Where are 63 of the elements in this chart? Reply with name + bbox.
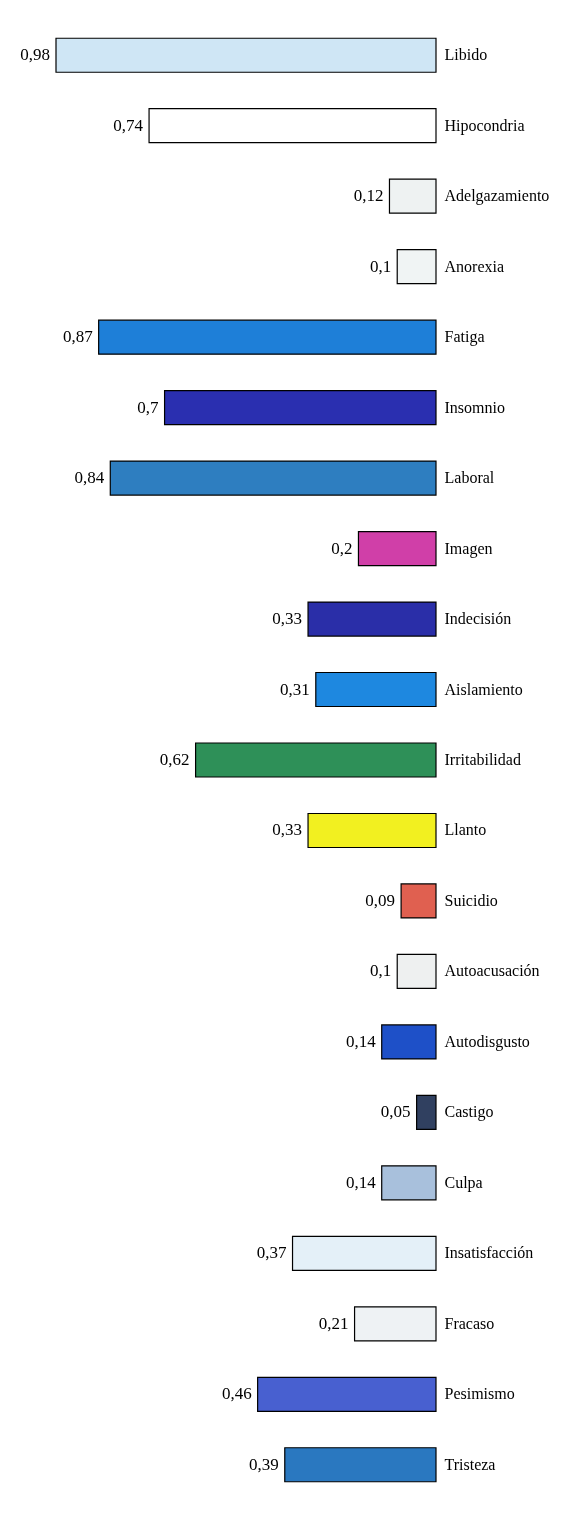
bar: [307, 812, 437, 849]
y-tick-label: Tristeza: [444, 1455, 496, 1473]
y-tick-label: Libido: [444, 46, 488, 64]
y-tick-label: Adelgazamiento: [444, 187, 550, 206]
data-label: 0,31: [280, 679, 310, 699]
y-tick-label: Insomnio: [444, 398, 505, 416]
bar: [307, 601, 437, 637]
data-label: 0,87: [62, 327, 94, 347]
bar: [163, 390, 437, 426]
y-tick-label: Indecisión: [444, 610, 512, 628]
bar: [194, 742, 437, 778]
bar: [55, 37, 437, 73]
y-tick-label: Fracaso: [444, 1314, 495, 1332]
bar: [396, 953, 437, 990]
y-tick-label: Laboral: [444, 469, 495, 487]
y-tick-label: Irritabilidad: [444, 751, 521, 768]
data-label: 0,98: [20, 45, 50, 65]
data-label: 0,09: [365, 890, 396, 910]
bar: [353, 1306, 437, 1342]
bar: [357, 530, 437, 567]
bar: [381, 1024, 437, 1060]
bar: [109, 460, 437, 496]
y-tick-label: Aislamiento: [444, 680, 523, 698]
bar: [257, 1376, 437, 1412]
bar: [416, 1094, 437, 1130]
data-label: 0,05: [380, 1102, 411, 1122]
bar: [400, 883, 437, 919]
y-tick-label: Anorexia: [444, 257, 505, 275]
bar: [315, 671, 437, 708]
y-tick-label: Insatisfacción: [444, 1244, 534, 1262]
bar: [381, 1165, 437, 1201]
data-label: 0,21: [318, 1313, 349, 1333]
y-tick-label: Pesimismo: [444, 1385, 515, 1403]
bar: [148, 108, 437, 144]
bar: [291, 1235, 437, 1271]
data-label: 0,84: [74, 468, 105, 488]
bar: [396, 249, 437, 285]
bar: [388, 178, 437, 214]
y-tick-label: Imagen: [444, 539, 493, 558]
y-tick-label: Fatiga: [444, 328, 485, 347]
y-tick-label: Culpa: [444, 1173, 483, 1192]
data-label: 0,1: [369, 256, 392, 276]
data-label: 0,14: [345, 1031, 377, 1051]
data-label: 0,7: [137, 397, 160, 417]
y-tick-label: Autoacusación: [444, 962, 540, 980]
bar: [98, 319, 437, 355]
data-label: 0,39: [249, 1454, 279, 1474]
data-label: 0,46: [221, 1384, 252, 1404]
data-label: 0,33: [272, 820, 303, 840]
y-tick-label: Suicidio: [444, 891, 498, 909]
data-label: 0,1: [369, 961, 392, 981]
data-label: 0,62: [159, 750, 190, 769]
y-tick-label: Hipocondria: [444, 116, 525, 135]
data-label: 0,33: [272, 609, 303, 629]
y-tick-label: Autodisgusto: [444, 1032, 530, 1051]
data-label: 0,74: [113, 115, 144, 135]
y-tick-label: Castigo: [444, 1103, 494, 1122]
data-label: 0,14: [345, 1172, 377, 1192]
bar: [284, 1447, 437, 1483]
y-tick-label: Llanto: [444, 821, 487, 839]
data-label: 0,2: [331, 538, 353, 558]
data-label: 0,37: [256, 1243, 288, 1263]
data-label: 0,12: [353, 186, 384, 206]
